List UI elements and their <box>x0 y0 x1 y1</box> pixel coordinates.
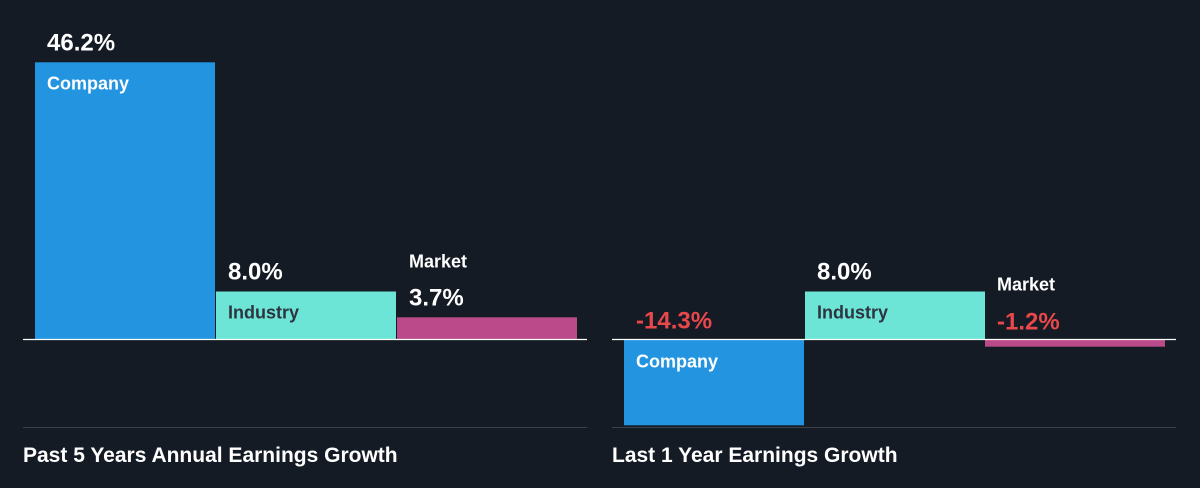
category-label-industry-last-1-year: Industry <box>817 303 888 323</box>
bar-market-past-5-years <box>397 317 577 340</box>
bar-market-last-1-year <box>985 339 1165 347</box>
chart-title-past-5-years: Past 5 Years Annual Earnings Growth <box>23 444 398 467</box>
bar-company-last-1-year <box>624 339 804 426</box>
category-label-market-last-1-year: Market <box>997 275 1055 295</box>
category-label-industry-past-5-years: Industry <box>228 303 299 323</box>
value-label-company-past-5-years: 46.2% <box>47 29 115 56</box>
category-label-company-past-5-years: Company <box>47 73 129 93</box>
value-label-market-last-1-year: -1.2% <box>997 309 1060 336</box>
value-label-company-last-1-year: -14.3% <box>636 308 712 335</box>
bar-industry-last-1-year <box>805 291 985 340</box>
value-label-market-past-5-years: 3.7% <box>409 284 464 311</box>
category-label-company-last-1-year: Company <box>636 352 718 372</box>
bar-industry-past-5-years <box>216 291 396 340</box>
value-label-industry-past-5-years: 8.0% <box>228 259 283 286</box>
category-label-market-past-5-years: Market <box>409 251 467 271</box>
bar-company-past-5-years <box>35 62 215 340</box>
value-label-industry-last-1-year: 8.0% <box>817 259 872 286</box>
chart-title-last-1-year: Last 1 Year Earnings Growth <box>612 444 898 467</box>
